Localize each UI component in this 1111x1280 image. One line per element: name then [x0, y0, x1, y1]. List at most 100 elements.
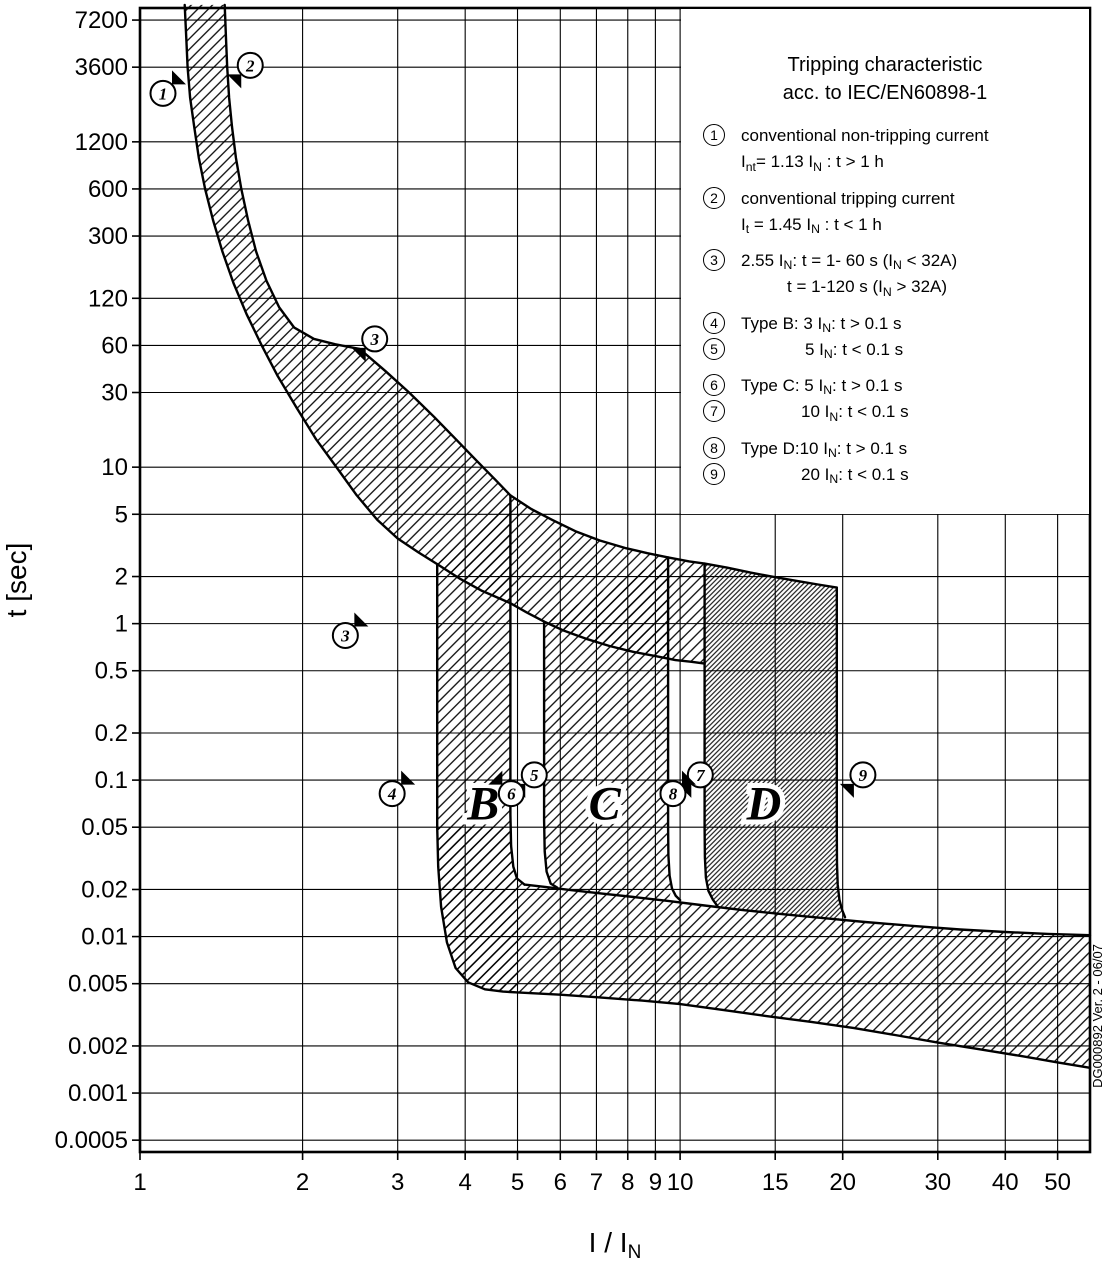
legend-item-number-spacer: [703, 274, 741, 275]
x-tick-label: 30: [924, 1169, 951, 1196]
legend-box: Tripping characteristic acc. to IEC/EN60…: [681, 9, 1089, 514]
legend-item-text: 5 IN: t < 0.1 s: [805, 339, 904, 362]
marker-circle: [659, 780, 687, 808]
legend-row: 5 5 IN: t < 0.1 s: [703, 337, 1089, 362]
band-letter-D: D: [746, 777, 782, 830]
marker-pointer-triangle: [351, 347, 366, 362]
legend-item-number: 2: [703, 186, 741, 209]
curve-lower-boundary-and-bottom-edge: [183, 3, 1092, 1069]
legend-row: 1 conventional non-tripping current: [703, 123, 1089, 146]
marker-pointer-triangle: [354, 612, 369, 627]
y-tick-label: 0.1: [95, 767, 128, 794]
legend-row: Int= 1.13 IN : t > 1 h: [703, 149, 1089, 174]
y-tick-label: 1: [115, 611, 128, 638]
x-tick-label: 5: [511, 1169, 524, 1196]
y-tick-label: 600: [88, 176, 128, 203]
y-tick-label: 30: [101, 380, 128, 407]
curve-lower-boundary-continuation: [436, 562, 706, 665]
y-tick-label: 0.002: [68, 1033, 128, 1060]
circled-number-9: 9: [703, 462, 725, 485]
chart-marker-3b: 3: [331, 612, 369, 649]
legend-item-number: 6: [703, 373, 741, 396]
chart-marker-3a: 3: [351, 325, 389, 362]
y-tick-label: 0.02: [81, 876, 128, 903]
legend-row: 9 20 IN: t < 0.1 s: [703, 462, 1089, 486]
circled-number-6: 6: [703, 374, 725, 396]
marker-number: 4: [387, 785, 397, 804]
marker-number: 7: [696, 766, 706, 785]
legend-rows: 1 conventional non-tripping current Int= 1…: [681, 123, 1089, 486]
legend-item-text: 2.55 IN: t = 1- 60 s (IN < 32A): [741, 251, 958, 273]
band-region-type-b-band: [437, 495, 520, 993]
circled-number-1: 1: [703, 124, 725, 146]
chart-marker-6: 6: [488, 770, 525, 808]
x-tick-label: 3: [391, 1169, 404, 1196]
legend-row: 8 Type D:10 IN: t > 0.1 s: [703, 436, 1089, 460]
legend-item-text: Type D:10 IN: t > 0.1 s: [741, 438, 908, 460]
band-regions: [184, 4, 1090, 1068]
marker-circle: [497, 780, 525, 808]
x-tick-label: 4: [458, 1169, 471, 1196]
legend-row: 4 Type B: 3 IN: t > 0.1 s: [703, 311, 1089, 335]
y-tick-label: 120: [88, 285, 128, 312]
marker-pointer-triangle: [488, 770, 503, 785]
band-region-type-d-band: [704, 563, 843, 920]
x-tick-label: 50: [1044, 1169, 1071, 1196]
watermark-code: DG000892 Ver. 2 - 06/07: [1090, 944, 1105, 1088]
legend-item-number: 8: [703, 436, 741, 459]
marker-circle: [236, 51, 264, 79]
marker-number: 8: [669, 785, 678, 804]
y-tick-label: 5: [115, 501, 128, 528]
y-tick-label: 0.01: [81, 924, 128, 951]
legend-item-number: 3: [703, 248, 741, 271]
y-tick-label: 0.2: [95, 720, 128, 747]
marker-pointer-triangle: [171, 70, 186, 85]
y-tick-label: 0.5: [95, 658, 128, 685]
legend-row: It = 1.45 IN : t < 1 h: [703, 212, 1089, 236]
curve-type-c-left-edge: [542, 620, 559, 889]
chart-marker-8: 8: [659, 770, 696, 808]
y-axis-title: t [sec]: [1, 543, 32, 618]
legend-item-text: Int= 1.13 IN : t > 1 h: [741, 152, 884, 174]
legend-title: Tripping characteristic acc. to IEC/EN60…: [681, 51, 1089, 107]
marker-number: 6: [507, 785, 516, 804]
marker-circle: [686, 761, 714, 789]
circled-number-5: 5: [703, 337, 725, 360]
x-tick-label: 20: [829, 1169, 856, 1196]
legend-row: 7 10 IN: t < 0.1 s: [703, 399, 1089, 424]
y-tick-label: 0.005: [68, 971, 128, 998]
circled-number-8: 8: [703, 436, 725, 459]
chart-marker-1: 1: [149, 70, 186, 107]
marker-circle: [149, 79, 177, 107]
chart-marker-9: 9: [839, 761, 877, 798]
legend-item-number-spacer: [703, 149, 741, 150]
legend-item-number: 7: [703, 399, 741, 423]
y-tick-label: 60: [101, 332, 128, 359]
marker-number: 3: [369, 330, 379, 349]
marker-number: 9: [859, 766, 868, 785]
plot-border: [138, 6, 1092, 1154]
legend-item-number: 4: [703, 311, 741, 334]
marker-pointer-triangle: [227, 74, 242, 89]
marker-circle: [331, 621, 359, 649]
curve-type-d-right-edge: [835, 586, 847, 919]
chart-marker-2: 2: [227, 51, 264, 89]
legend-row: 3 2.55 IN: t = 1- 60 s (IN < 32A): [703, 248, 1089, 273]
circled-number-3: 3: [703, 249, 725, 271]
x-axis-title: I / IN: [589, 1227, 642, 1263]
marker-number: 5: [530, 766, 539, 785]
legend-item-number: 5: [703, 337, 741, 360]
circled-number-7: 7: [703, 400, 725, 423]
circled-number-2: 2: [703, 186, 725, 209]
y-tick-label: 2: [115, 564, 128, 591]
marker-circle: [378, 780, 406, 808]
band-letter-B: B: [466, 777, 499, 830]
marker-circle: [361, 325, 389, 353]
band-outlines: [183, 3, 1092, 1069]
y-tick-label: 300: [88, 223, 128, 250]
y-tick-label: 0.0005: [55, 1127, 128, 1154]
x-tick-label: 10: [667, 1169, 694, 1196]
